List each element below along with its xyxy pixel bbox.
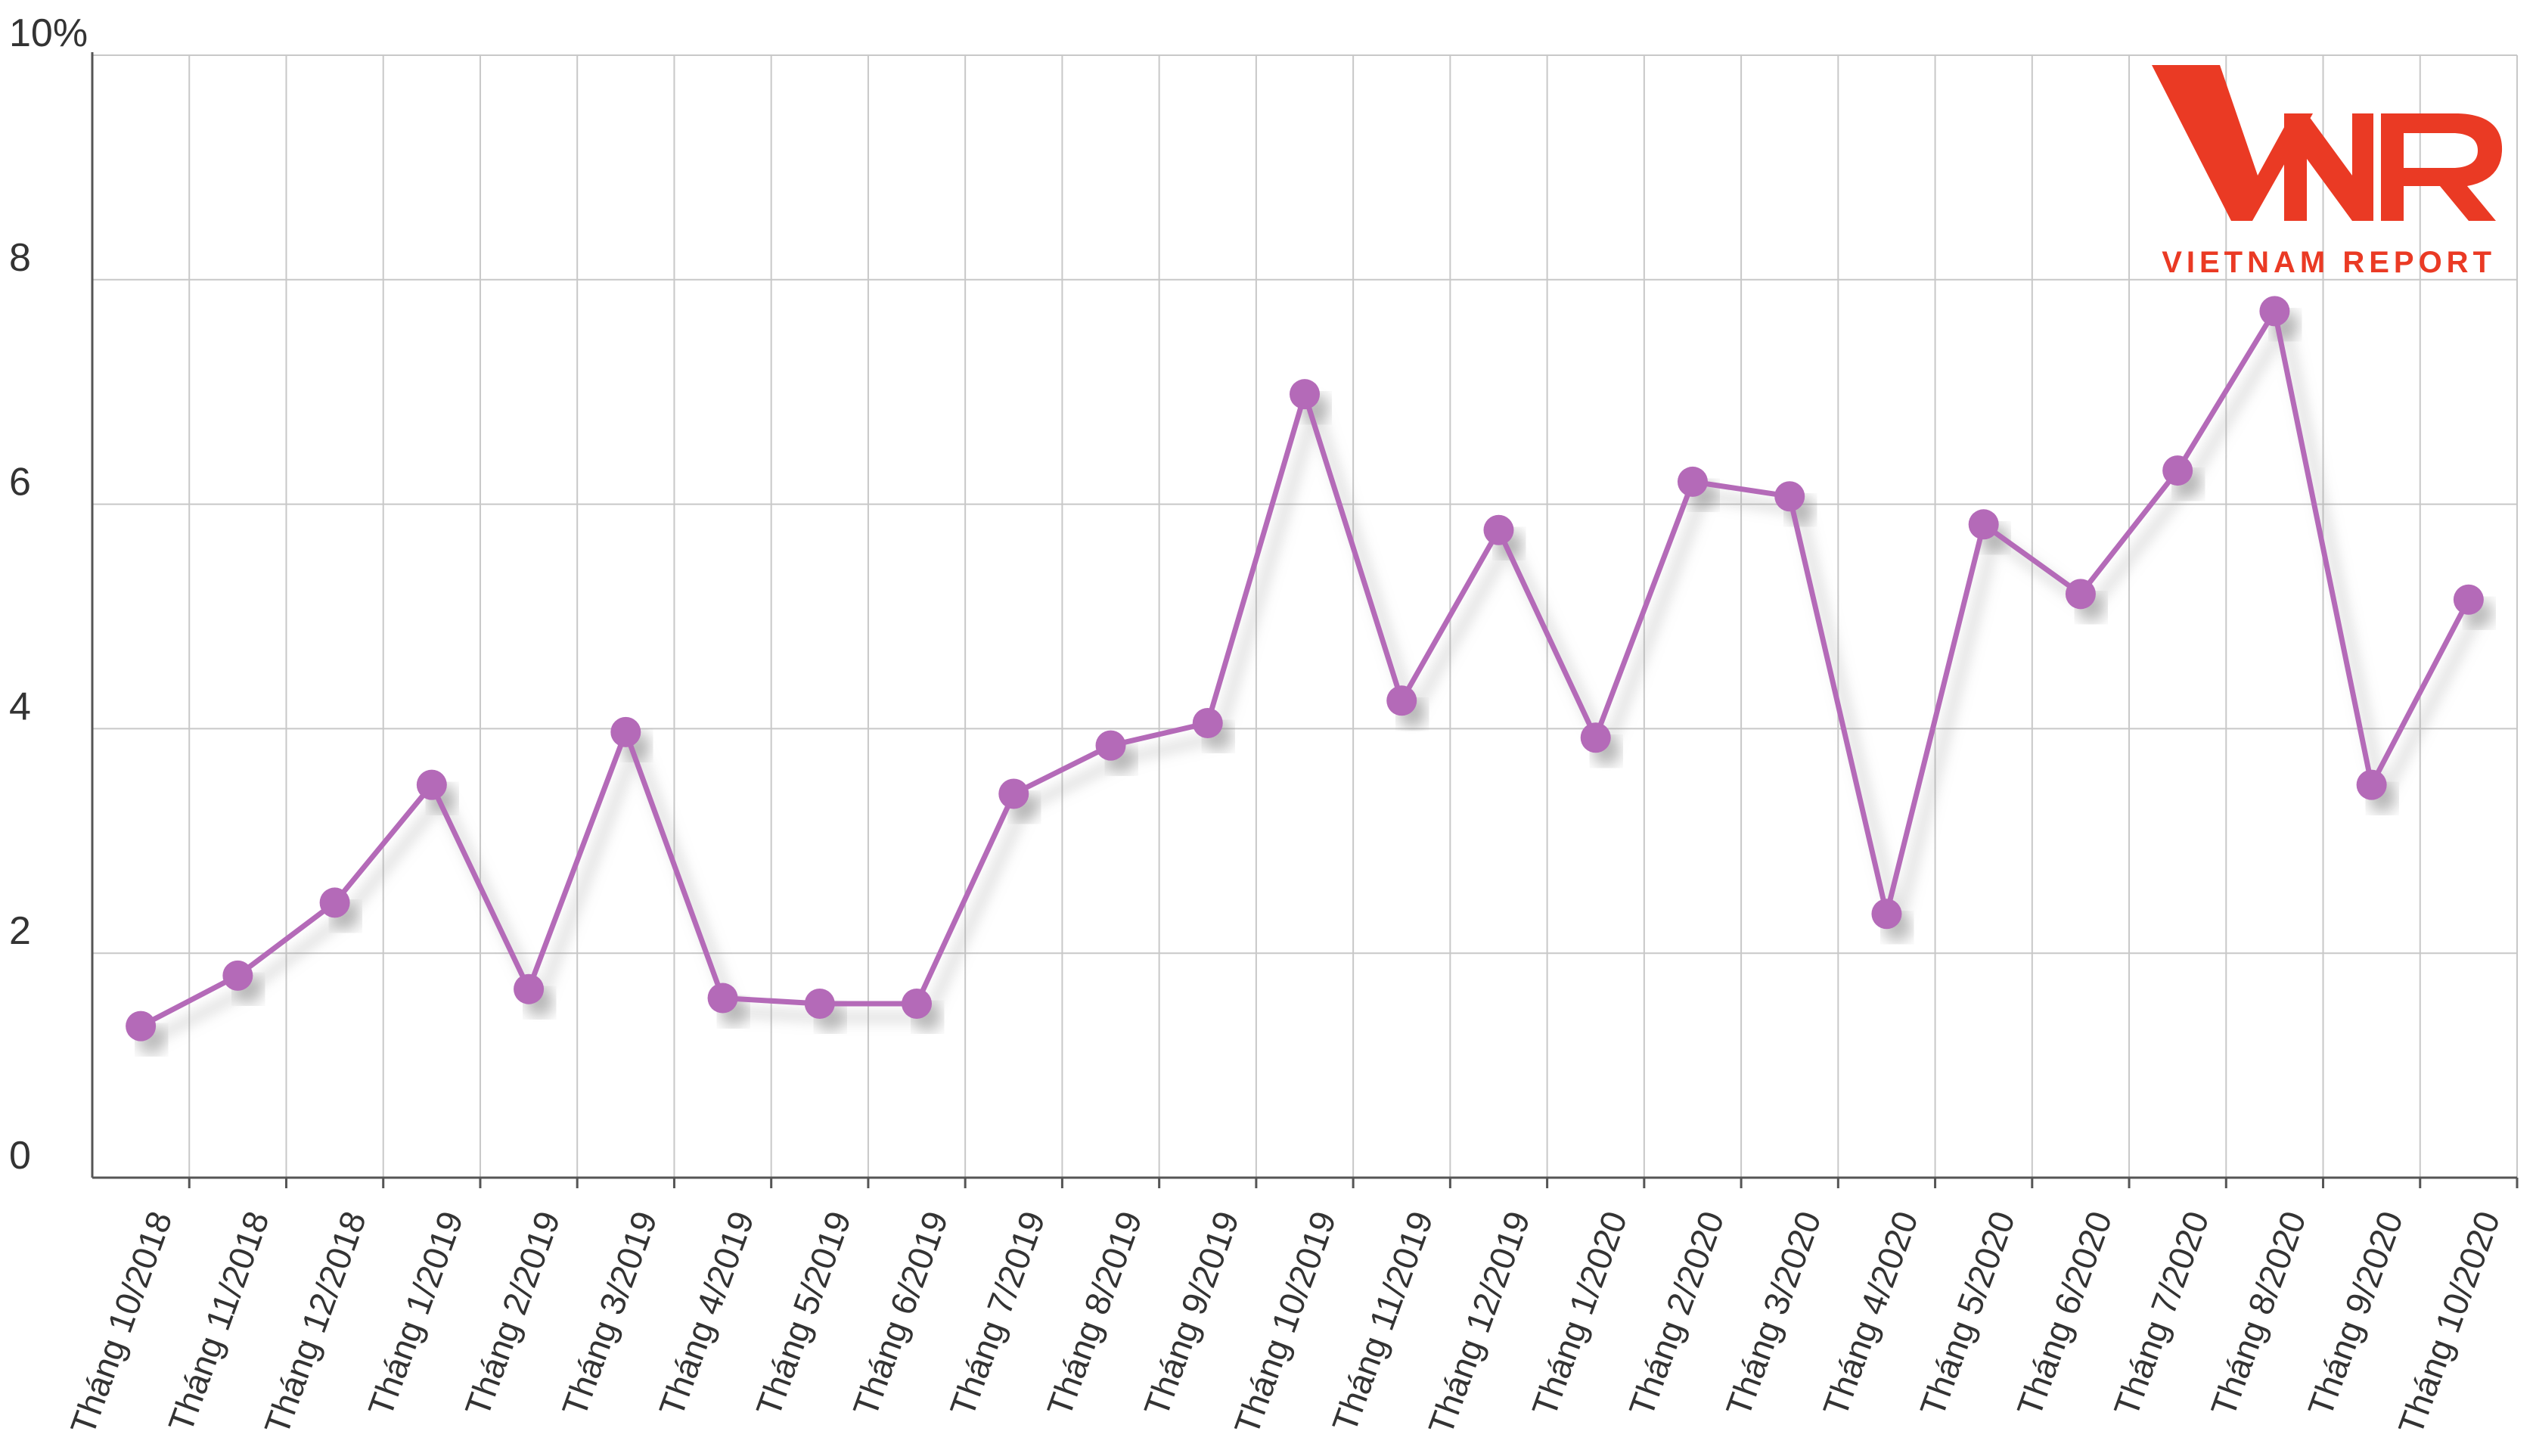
logo-mark-r: [2381, 113, 2503, 221]
data-point: [126, 1011, 157, 1042]
x-tick-label: Tháng 3/2020: [1718, 1206, 1829, 1422]
x-tick-label: Tháng 7/2019: [942, 1206, 1053, 1422]
x-tick-label: Tháng 9/2020: [2300, 1206, 2410, 1422]
data-point: [1483, 514, 1514, 545]
data-point: [998, 778, 1029, 809]
logo-mark-v: [2152, 65, 2313, 221]
data-point: [1871, 899, 1902, 930]
data-point: [707, 983, 738, 1014]
y-tick-label: 10%: [9, 11, 88, 55]
data-point: [1095, 730, 1126, 761]
data-point: [2453, 584, 2484, 615]
x-tick-label: Tháng 9/2019: [1136, 1206, 1246, 1422]
y-tick-label: 2: [9, 909, 31, 953]
x-tick-label: Tháng 1/2020: [1524, 1206, 1634, 1422]
x-tick-label: Tháng 10/2018: [63, 1206, 180, 1440]
data-point: [222, 960, 253, 991]
x-tick-label: Tháng 2/2019: [458, 1206, 568, 1422]
data-point: [1677, 466, 1708, 497]
data-point: [610, 716, 641, 747]
logo-mark-n: [2284, 113, 2373, 221]
data-point: [1386, 685, 1417, 716]
x-tick-label: Tháng 5/2020: [1912, 1206, 2022, 1422]
x-tick-label: Tháng 8/2020: [2203, 1206, 2314, 1422]
data-point: [804, 988, 835, 1019]
vietnam-report-logo: VIETNAM REPORT: [2152, 65, 2503, 279]
data-point: [1968, 509, 1999, 540]
x-tick-label: Tháng 2/2020: [1621, 1206, 1731, 1422]
x-tick-label: Tháng 11/2018: [160, 1206, 277, 1437]
x-tick-label: Tháng 5/2019: [748, 1206, 858, 1422]
x-tick-label: Tháng 10/2019: [1227, 1206, 1344, 1440]
logo-tagline: VIETNAM REPORT: [2162, 246, 2496, 279]
y-tick-label: 0: [9, 1134, 31, 1178]
x-tick-label: Tháng 6/2019: [845, 1206, 955, 1422]
data-point: [1774, 481, 1805, 512]
y-tick-label: 4: [9, 685, 31, 728]
series-line: [126, 296, 2484, 1042]
x-tick-label: Tháng 1/2019: [360, 1206, 470, 1422]
data-point: [2065, 579, 2096, 610]
data-point: [902, 988, 933, 1019]
grid: [92, 54, 2518, 1178]
x-tick-label: Tháng 10/2020: [2391, 1206, 2508, 1440]
x-tick-label: Tháng 11/2019: [1324, 1206, 1441, 1437]
x-tick-label: Tháng 12/2018: [256, 1206, 374, 1440]
y-tick-label: 8: [9, 236, 31, 280]
x-tick-label: Tháng 12/2019: [1420, 1206, 1538, 1440]
x-tick-label: Tháng 7/2020: [2106, 1206, 2217, 1422]
data-point: [1192, 707, 1223, 738]
data-point: [319, 887, 350, 918]
y-tick-label: 6: [9, 461, 31, 504]
y-tick-labels: 0 2 4 6 8 10%: [9, 11, 88, 1178]
data-point: [1580, 722, 1611, 753]
data-point: [2162, 455, 2193, 486]
x-tick-label: Tháng 3/2019: [554, 1206, 665, 1422]
x-tick-label: Tháng 4/2019: [651, 1206, 762, 1422]
x-tick-label: Tháng 8/2019: [1039, 1206, 1150, 1422]
data-point: [416, 769, 447, 800]
data-point: [2356, 769, 2387, 800]
axes: [91, 52, 2519, 1188]
data-point: [2259, 296, 2290, 327]
x-tick-label: Tháng 6/2020: [2009, 1206, 2119, 1422]
data-point: [514, 973, 545, 1004]
x-tick-label: Tháng 4/2020: [1815, 1206, 1926, 1422]
data-point: [1290, 379, 1320, 410]
